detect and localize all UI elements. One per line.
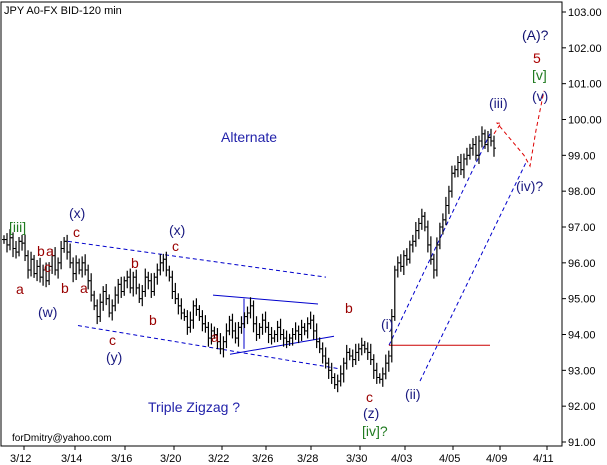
label-wave-a: a xyxy=(80,280,88,296)
label-wave-ii-paren: (ii) xyxy=(405,386,421,402)
wave-labels: Alternate Triple Zigzag ? (A)? 5[v] (v) (iii)… xyxy=(9,27,549,439)
footer-email: forDmitry@yahoo.com xyxy=(12,433,112,444)
label-alternate: Alternate xyxy=(221,129,277,145)
projection-path xyxy=(493,90,545,168)
y-tick-label: 92.00 xyxy=(568,401,596,413)
y-tick-label: 91.00 xyxy=(568,437,596,449)
triangle-upper-line xyxy=(212,294,319,305)
y-tick-label: 94.00 xyxy=(568,330,596,342)
y-tick-label: 98.00 xyxy=(568,186,596,198)
y-tick-label: 93.00 xyxy=(568,365,596,377)
label-wave-c: c xyxy=(366,389,373,405)
impulse-lower-line xyxy=(419,162,527,382)
y-tick-label: 101.00 xyxy=(568,79,602,91)
channel-lower-line xyxy=(77,325,339,370)
label-wave-c: c xyxy=(73,224,80,240)
y-tick-label: 99.00 xyxy=(568,150,596,162)
y-tick-label: 97.00 xyxy=(568,222,596,234)
guide-lines xyxy=(67,90,545,382)
channel-upper-line xyxy=(67,240,327,278)
x-axis: 3/12 3/14 3/16 3/20 3/22 3/26 3/28 3/30 4/03 4/05… xyxy=(10,446,554,465)
y-tick-label: 95.00 xyxy=(568,294,596,306)
x-tick-label: 3/14 xyxy=(61,453,82,465)
triangle-lower-line xyxy=(229,335,335,355)
plot-frame xyxy=(0,1,563,447)
y-tick-label: 102.00 xyxy=(568,43,602,55)
label-wave-a: a xyxy=(46,243,54,259)
label-wave-a: a xyxy=(16,281,24,297)
label-wave-x2: (x) xyxy=(169,222,185,238)
label-wave-b: b xyxy=(37,243,45,259)
label-wave-b: b xyxy=(131,255,139,271)
y-tick-label: 96.00 xyxy=(568,258,596,270)
label-wave-v-bracket: [v] xyxy=(532,67,547,83)
label-wave-5: 5 xyxy=(533,50,541,66)
x-tick-label: 4/03 xyxy=(391,453,412,465)
label-triple-zigzag: Triple Zigzag ? xyxy=(148,399,240,415)
label-wave-b: b xyxy=(149,312,157,328)
x-tick-label: 4/11 xyxy=(533,453,554,465)
chart-title: JPY A0-FX BID-120 min xyxy=(4,5,122,17)
label-wave-b: b xyxy=(61,280,69,296)
label-wave-y: (y) xyxy=(106,349,122,365)
label-wave-x1: (x) xyxy=(69,205,85,221)
label-wave-a: a xyxy=(211,329,219,345)
x-tick-label: 3/26 xyxy=(252,453,273,465)
label-wave-v-paren: (v) xyxy=(532,88,548,104)
label-wave-b: b xyxy=(345,300,353,316)
label-wave-iii-paren: (iii) xyxy=(489,95,508,111)
label-wave-w: (w) xyxy=(38,304,57,320)
label-wave-iv-q: (iv)? xyxy=(516,178,543,194)
x-tick-label: 3/22 xyxy=(208,453,229,465)
label-wave-iii-bracket: [iii] xyxy=(9,219,26,235)
y-tick-label: 103.00 xyxy=(568,7,602,19)
label-wave-A: (A)? xyxy=(522,27,549,43)
label-wave-iv-bracket-q: [iv]? xyxy=(362,423,388,439)
x-tick-label: 3/12 xyxy=(10,453,31,465)
x-tick-label: 4/09 xyxy=(486,453,507,465)
x-tick-label: 4/05 xyxy=(439,453,460,465)
price-bars xyxy=(2,126,496,393)
x-tick-label: 3/20 xyxy=(160,453,181,465)
y-tick-label: 100.00 xyxy=(568,115,602,127)
x-tick-label: 3/16 xyxy=(111,453,132,465)
label-wave-c: c xyxy=(44,259,51,275)
label-wave-i-paren: (i) xyxy=(381,316,393,332)
x-tick-label: 3/30 xyxy=(346,453,367,465)
label-wave-c: c xyxy=(172,238,179,254)
y-axis: 103.00 102.00 101.00 100.00 99.00 98.00 97.00 9… xyxy=(562,7,602,449)
label-wave-c: c xyxy=(109,332,116,348)
label-wave-z: (z) xyxy=(363,405,379,421)
x-tick-label: 3/28 xyxy=(297,453,318,465)
